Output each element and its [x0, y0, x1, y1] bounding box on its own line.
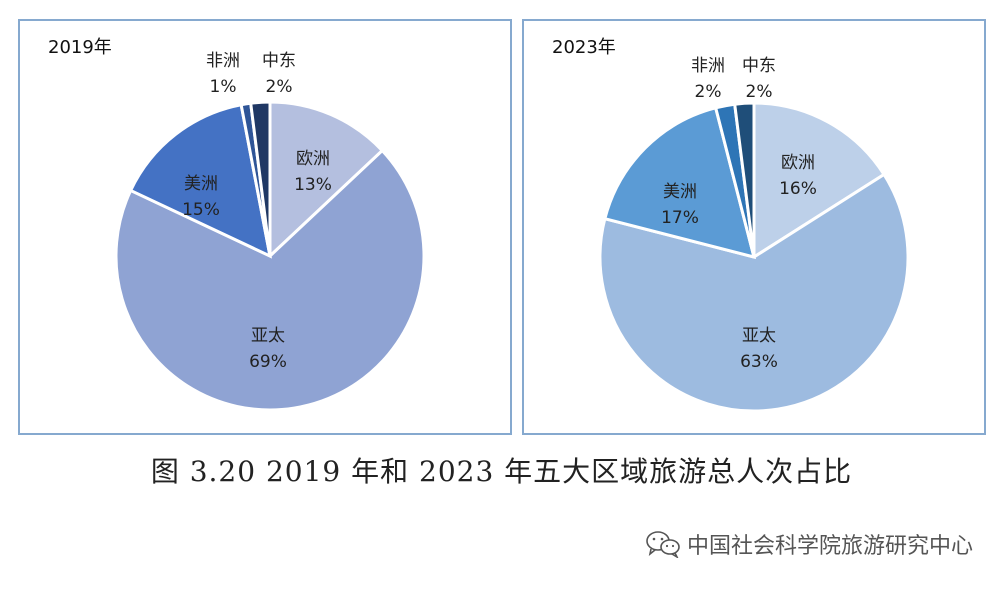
slice-value-label: 2%: [746, 82, 773, 102]
slice-label: 美洲: [184, 174, 218, 194]
slice-label: 中东: [742, 56, 776, 76]
slice-label: 亚太: [742, 326, 776, 346]
watermark: 中国社会科学院旅游研究中心: [645, 528, 973, 560]
slice-value-label: 2%: [695, 82, 722, 102]
slice-label: 亚太: [251, 326, 285, 346]
pie-chart-2019: 欧洲 13% 亚太 69% 美洲 15% 非洲 1% 中东 2%: [114, 51, 426, 412]
pie-slice-2019-1: [114, 148, 426, 412]
slice-value-label: 13%: [294, 175, 332, 195]
slice-label: 中东: [262, 51, 296, 71]
slice-value-label: 17%: [661, 208, 699, 228]
slice-value-label: 16%: [779, 179, 817, 199]
slice-label: 欧洲: [296, 149, 330, 169]
slice-label: 非洲: [691, 56, 725, 76]
slice-value-label: 15%: [182, 200, 220, 220]
wechat-icon: [646, 531, 680, 558]
pie-slice-2023-4: [733, 101, 756, 258]
slice-value-label: 63%: [740, 352, 778, 372]
watermark-text: 中国社会科学院旅游研究中心: [686, 534, 973, 559]
slice-value-label: 2%: [266, 77, 293, 97]
chart-title-2023: 2023年: [552, 37, 616, 58]
pie-slice-2019-0: [268, 100, 385, 260]
pie-slice-2019-2: [128, 102, 273, 259]
pie-slice-2023-2: [603, 106, 757, 260]
figure-caption: 图 3.20 2019 年和 2023 年五大区域旅游总人次占比: [150, 455, 853, 488]
pie-slice-2023-0: [752, 101, 887, 260]
chart-title-2019: 2019年: [48, 37, 112, 58]
slice-label: 欧洲: [781, 153, 815, 173]
pie-slice-2019-4: [249, 100, 272, 257]
chart-panel-2019: 2019年 欧洲 13% 亚太 69% 美洲 15% 非洲 1% 中东 2%: [18, 19, 512, 435]
slice-label: 美洲: [663, 182, 697, 202]
slice-value-label: 1%: [210, 77, 237, 97]
slice-value-label: 69%: [249, 352, 287, 372]
slice-label: 非洲: [206, 51, 240, 71]
chart-panel-2023: 2023年 欧洲 16% 亚太 63% 美洲 17% 非洲 2% 中东 2%: [522, 19, 986, 435]
pie-slice-2023-1: [598, 172, 910, 413]
pie-chart-2023: 欧洲 16% 亚太 63% 美洲 17% 非洲 2% 中东 2%: [598, 56, 910, 413]
